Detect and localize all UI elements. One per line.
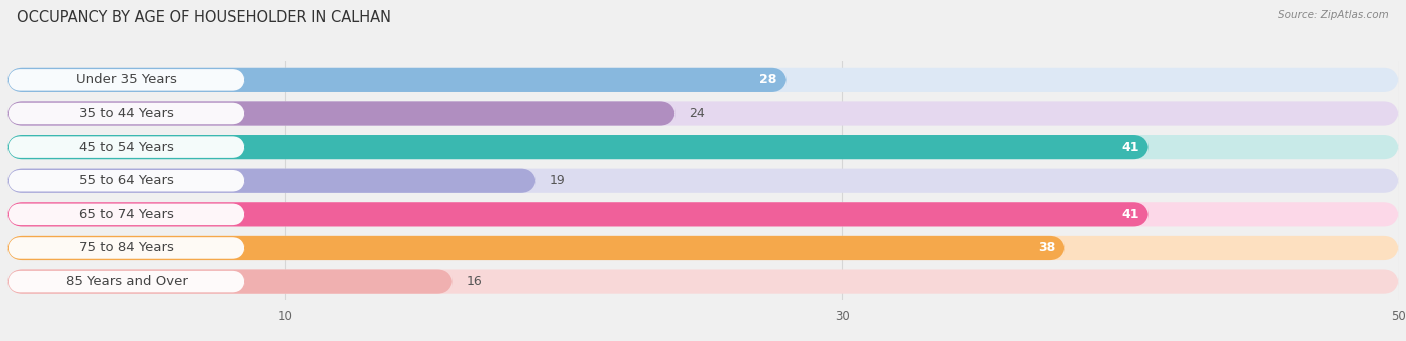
Text: Under 35 Years: Under 35 Years [76, 73, 177, 86]
Text: 28: 28 [759, 73, 776, 86]
FancyBboxPatch shape [8, 136, 245, 158]
FancyBboxPatch shape [7, 169, 536, 193]
FancyBboxPatch shape [7, 202, 1149, 226]
FancyBboxPatch shape [7, 236, 1399, 260]
FancyBboxPatch shape [7, 101, 675, 125]
FancyBboxPatch shape [8, 103, 245, 124]
Text: 85 Years and Over: 85 Years and Over [66, 275, 187, 288]
FancyBboxPatch shape [7, 236, 1064, 260]
Text: 16: 16 [467, 275, 482, 288]
Text: OCCUPANCY BY AGE OF HOUSEHOLDER IN CALHAN: OCCUPANCY BY AGE OF HOUSEHOLDER IN CALHA… [17, 10, 391, 25]
Text: 55 to 64 Years: 55 to 64 Years [79, 174, 174, 187]
Text: 65 to 74 Years: 65 to 74 Years [79, 208, 174, 221]
FancyBboxPatch shape [7, 135, 1399, 159]
FancyBboxPatch shape [8, 271, 245, 292]
FancyBboxPatch shape [8, 237, 245, 259]
FancyBboxPatch shape [7, 101, 1399, 125]
Text: 38: 38 [1038, 241, 1054, 254]
FancyBboxPatch shape [7, 135, 1149, 159]
Text: 41: 41 [1121, 140, 1139, 153]
Text: 24: 24 [689, 107, 704, 120]
Text: 19: 19 [550, 174, 565, 187]
Text: 35 to 44 Years: 35 to 44 Years [79, 107, 174, 120]
FancyBboxPatch shape [8, 69, 245, 91]
FancyBboxPatch shape [7, 68, 1399, 92]
FancyBboxPatch shape [7, 169, 1399, 193]
FancyBboxPatch shape [7, 269, 1399, 294]
Text: 75 to 84 Years: 75 to 84 Years [79, 241, 174, 254]
Text: Source: ZipAtlas.com: Source: ZipAtlas.com [1278, 10, 1389, 20]
FancyBboxPatch shape [7, 68, 786, 92]
Text: 45 to 54 Years: 45 to 54 Years [79, 140, 174, 153]
Text: 41: 41 [1121, 208, 1139, 221]
FancyBboxPatch shape [8, 204, 245, 225]
FancyBboxPatch shape [8, 170, 245, 192]
FancyBboxPatch shape [7, 269, 453, 294]
FancyBboxPatch shape [7, 202, 1399, 226]
